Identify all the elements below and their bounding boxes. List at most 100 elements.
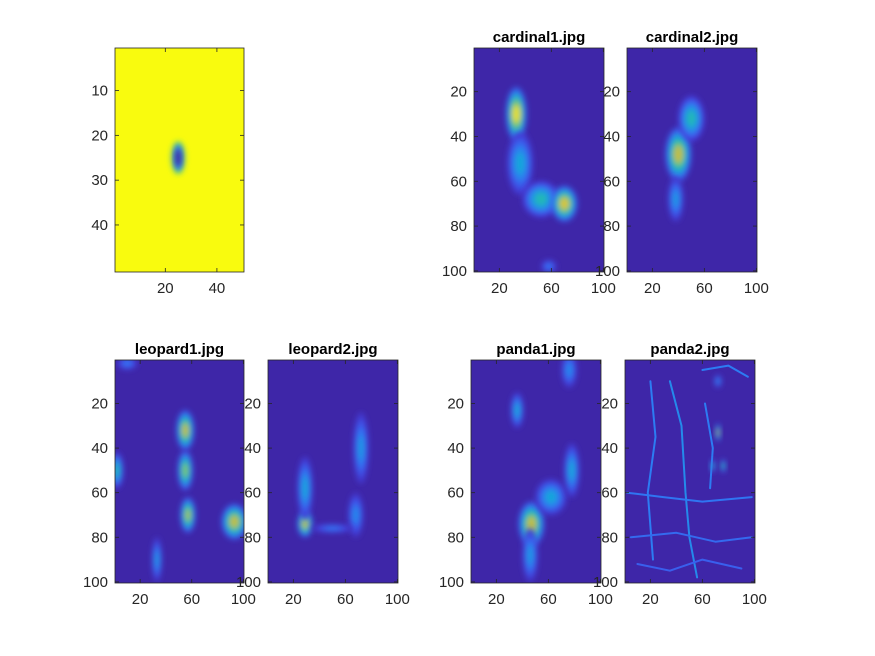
heatmap-blob-level [325,526,340,530]
heatmap-blob-level [302,477,308,499]
y-tick-label: 40 [603,128,620,145]
heatmap-blob [714,374,722,388]
y-tick-label: 80 [450,218,467,235]
heatmap-blob [510,392,524,429]
heatmap-blob [715,423,721,442]
heatmap-blob-level [527,546,533,565]
heatmap-blob [177,450,194,491]
heatmap-edge [701,364,749,378]
heatmap-edge [646,380,657,561]
panel-title: leopard1.jpg [135,341,224,358]
heatmap-blob-level [302,519,308,529]
heatmap-blob [522,528,538,582]
heatmap-edge [704,402,714,490]
panel-title: cardinal2.jpg [646,29,739,46]
heatmap-blob [561,360,577,388]
panel-cardinal2: 20 60 100 20 40 60 80 100 cardinal2.jpg [595,29,769,297]
y-tick-label: 100 [442,263,467,280]
y-tick-label: 30 [91,172,108,189]
x-tick-label: 100 [742,591,767,608]
x-tick-label: 100 [591,280,616,297]
heatmap-blob-level [182,423,189,438]
y-tick-label: 60 [244,485,261,502]
heatmap-blob [563,443,580,498]
y-tick-label: 100 [83,574,108,591]
heatmap-blob [540,259,557,272]
heatmap-blob-level [673,191,679,207]
heatmap-blob [710,459,716,473]
heatmap-blob-level [686,110,696,127]
heatmap-image [510,360,580,582]
axes-box [114,47,245,273]
heatmap-blob-level [721,463,725,469]
y-tick-label: 40 [91,440,108,457]
heatmap-blob [518,501,545,547]
x-tick-label: 20 [157,280,174,297]
y-tick-label: 80 [91,529,108,546]
heatmap-blob-level [673,145,683,164]
y-tick-label: 20 [91,395,108,412]
x-tick-label: 60 [540,591,557,608]
y-tick-label: 80 [603,218,620,235]
heatmap-blob [667,176,684,222]
heatmap-blob-level [185,508,191,522]
heatmap-blob [115,452,124,489]
axes-box [114,359,245,584]
y-tick-label: 60 [603,173,620,190]
x-tick-label: 60 [543,280,560,297]
heatmap-blob-level [566,363,572,377]
heatmap-blob-level [115,464,120,477]
axes-box [267,359,399,584]
x-tick-label: 20 [132,591,149,608]
heatmap-blob [221,503,244,540]
heatmap-blob-level [512,104,520,124]
x-tick-label: 60 [337,591,354,608]
heatmap-blob [507,132,534,195]
panel-cardinal1: 20 60 100 20 40 60 80 100 cardinal1.jpg [442,29,616,297]
panel-panda1: 20 60 100 20 40 60 80 100 panda1.jpg [439,341,613,608]
heatmap-blob [347,492,364,538]
heatmap-background [625,360,755,583]
y-tick-label: 20 [447,395,464,412]
x-tick-label: 100 [385,591,410,608]
y-tick-label: 100 [595,263,620,280]
y-tick-label: 40 [244,440,261,457]
heatmap-blob [311,523,354,533]
heatmap-blob-level [353,507,359,523]
heatmap-blob-level [175,152,181,164]
heatmap-blob [353,412,369,484]
heatmap-blob [180,497,196,533]
x-tick-label: 100 [231,591,256,608]
heatmap-background [474,48,604,272]
heatmap-image [171,141,185,174]
heatmap-blob-level [546,264,552,269]
axes-box [626,47,758,273]
y-tick-label: 60 [601,485,618,502]
y-tick-label: 60 [450,173,467,190]
y-tick-label: 10 [91,83,108,100]
y-tick-label: 40 [91,217,108,234]
heatmap-blob-level [123,361,131,366]
axes-box [624,359,756,584]
y-tick-label: 100 [236,574,261,591]
heatmap-blob-level [229,515,239,528]
y-tick-label: 40 [447,440,464,457]
heatmap-blob-level [559,197,569,210]
y-tick-label: 20 [601,395,618,412]
heatmap-blob [678,96,705,141]
heatmap-blob-level [155,552,159,568]
heatmap-blob-level [534,193,548,206]
y-tick-label: 100 [593,574,618,591]
y-tick-label: 80 [244,529,261,546]
panel-gaussian-filter: 20 40 10 20 30 40 [91,47,245,297]
heatmap-blob-level [711,463,715,469]
y-tick-label: 20 [244,395,261,412]
heatmap-blob-level [358,435,364,461]
panel-title: leopard2.jpg [288,341,377,358]
axes-box [470,359,602,584]
heatmap-blob [171,141,185,174]
heatmap-edge [626,491,753,503]
panel-panda2: 20 60 100 20 40 60 80 100 panda2.jpg [593,341,767,608]
heatmap-blob [297,510,313,538]
